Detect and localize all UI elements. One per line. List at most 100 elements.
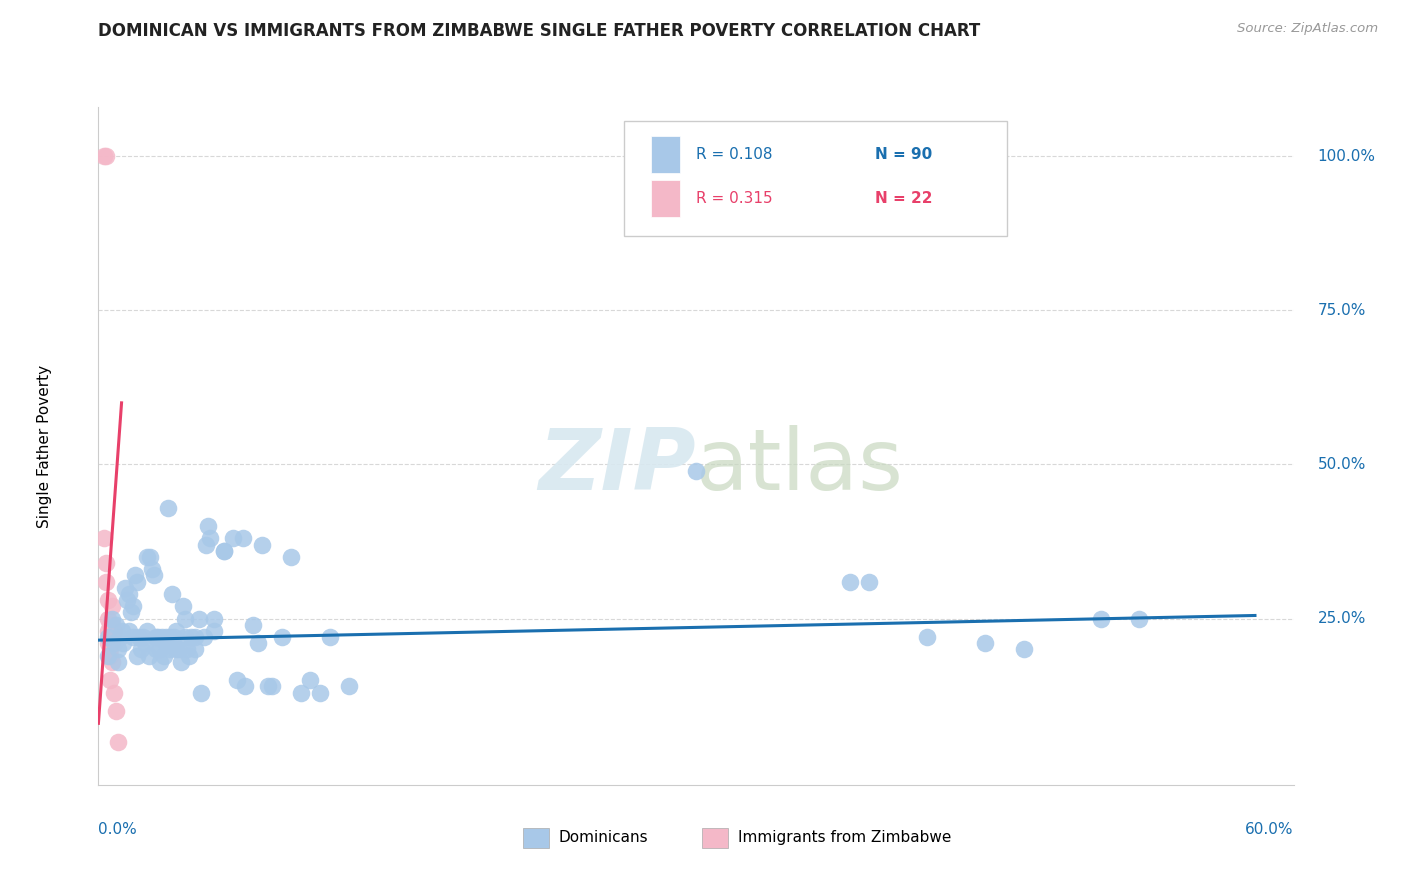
Point: [122, 599, 145, 614]
Point: [112, 636, 135, 650]
Point: [97, 611, 120, 625]
Text: N = 90: N = 90: [875, 147, 932, 162]
Point: [232, 532, 254, 546]
Point: [98, 630, 121, 644]
Point: [170, 655, 193, 669]
Text: 60.0%: 60.0%: [1246, 822, 1294, 838]
Point: [104, 704, 127, 718]
Point: [177, 648, 200, 663]
Point: [212, 543, 235, 558]
Point: [145, 642, 167, 657]
Text: R = 0.315: R = 0.315: [696, 191, 772, 206]
Point: [1012, 642, 1035, 657]
Point: [98, 617, 121, 632]
Point: [1128, 611, 1150, 625]
Point: [110, 624, 132, 638]
Bar: [651, 180, 681, 218]
Text: Immigrants from Zimbabwe: Immigrants from Zimbabwe: [738, 830, 952, 846]
Point: [132, 630, 155, 644]
Point: [118, 587, 141, 601]
Point: [176, 642, 198, 657]
Bar: [651, 136, 681, 173]
Point: [153, 648, 176, 663]
Point: [233, 679, 256, 693]
Point: [145, 630, 167, 644]
Point: [917, 630, 939, 644]
Point: [160, 587, 183, 601]
Point: [159, 642, 181, 657]
Point: [156, 500, 179, 515]
Point: [150, 630, 173, 644]
Point: [117, 593, 139, 607]
Point: [94, 149, 117, 163]
Point: [107, 642, 129, 657]
Bar: [702, 828, 728, 848]
Point: [124, 568, 146, 582]
Text: ZIP: ZIP: [538, 425, 696, 508]
Point: [101, 599, 124, 614]
Point: [858, 574, 880, 589]
FancyBboxPatch shape: [624, 120, 1007, 235]
Point: [120, 606, 142, 620]
Point: [169, 642, 191, 657]
Point: [252, 538, 274, 552]
Text: R = 0.108: R = 0.108: [696, 147, 772, 162]
Point: [270, 630, 292, 644]
Point: [148, 630, 170, 644]
Point: [839, 574, 862, 589]
Point: [128, 630, 150, 644]
Point: [118, 624, 141, 638]
Point: [290, 685, 312, 699]
Point: [260, 679, 283, 693]
Text: 75.0%: 75.0%: [1317, 303, 1365, 318]
Point: [94, 574, 117, 589]
Point: [104, 617, 127, 632]
Point: [93, 532, 115, 546]
Point: [226, 673, 249, 688]
Bar: [523, 828, 548, 848]
Point: [155, 636, 177, 650]
Point: [122, 630, 145, 644]
Point: [190, 685, 212, 699]
Point: [685, 464, 707, 478]
Point: [193, 630, 215, 644]
Point: [280, 549, 302, 564]
Point: [98, 673, 121, 688]
Point: [200, 532, 222, 546]
Text: N = 22: N = 22: [875, 191, 932, 206]
Point: [97, 630, 120, 644]
Point: [195, 538, 218, 552]
Point: [108, 630, 131, 644]
Text: 100.0%: 100.0%: [1317, 149, 1375, 164]
Point: [114, 581, 136, 595]
Point: [135, 549, 157, 564]
Point: [974, 636, 997, 650]
Point: [97, 648, 120, 663]
Point: [184, 642, 207, 657]
Point: [319, 630, 342, 644]
Text: 0.0%: 0.0%: [98, 822, 138, 838]
Point: [97, 624, 120, 638]
Text: atlas: atlas: [696, 425, 904, 508]
Point: [174, 611, 197, 625]
Point: [159, 630, 181, 644]
Point: [165, 624, 187, 638]
Point: [143, 568, 166, 582]
Point: [165, 642, 187, 657]
Point: [107, 655, 129, 669]
Point: [138, 648, 160, 663]
Point: [222, 532, 245, 546]
Point: [174, 630, 197, 644]
Point: [93, 149, 115, 163]
Point: [187, 611, 209, 625]
Point: [103, 685, 125, 699]
Text: Source: ZipAtlas.com: Source: ZipAtlas.com: [1237, 22, 1378, 36]
Text: DOMINICAN VS IMMIGRANTS FROM ZIMBABWE SINGLE FATHER POVERTY CORRELATION CHART: DOMINICAN VS IMMIGRANTS FROM ZIMBABWE SI…: [98, 22, 980, 40]
Point: [1090, 611, 1112, 625]
Point: [242, 617, 264, 632]
Point: [180, 630, 202, 644]
Point: [197, 519, 219, 533]
Point: [129, 642, 152, 657]
Text: 25.0%: 25.0%: [1317, 611, 1365, 626]
Text: 50.0%: 50.0%: [1317, 457, 1365, 472]
